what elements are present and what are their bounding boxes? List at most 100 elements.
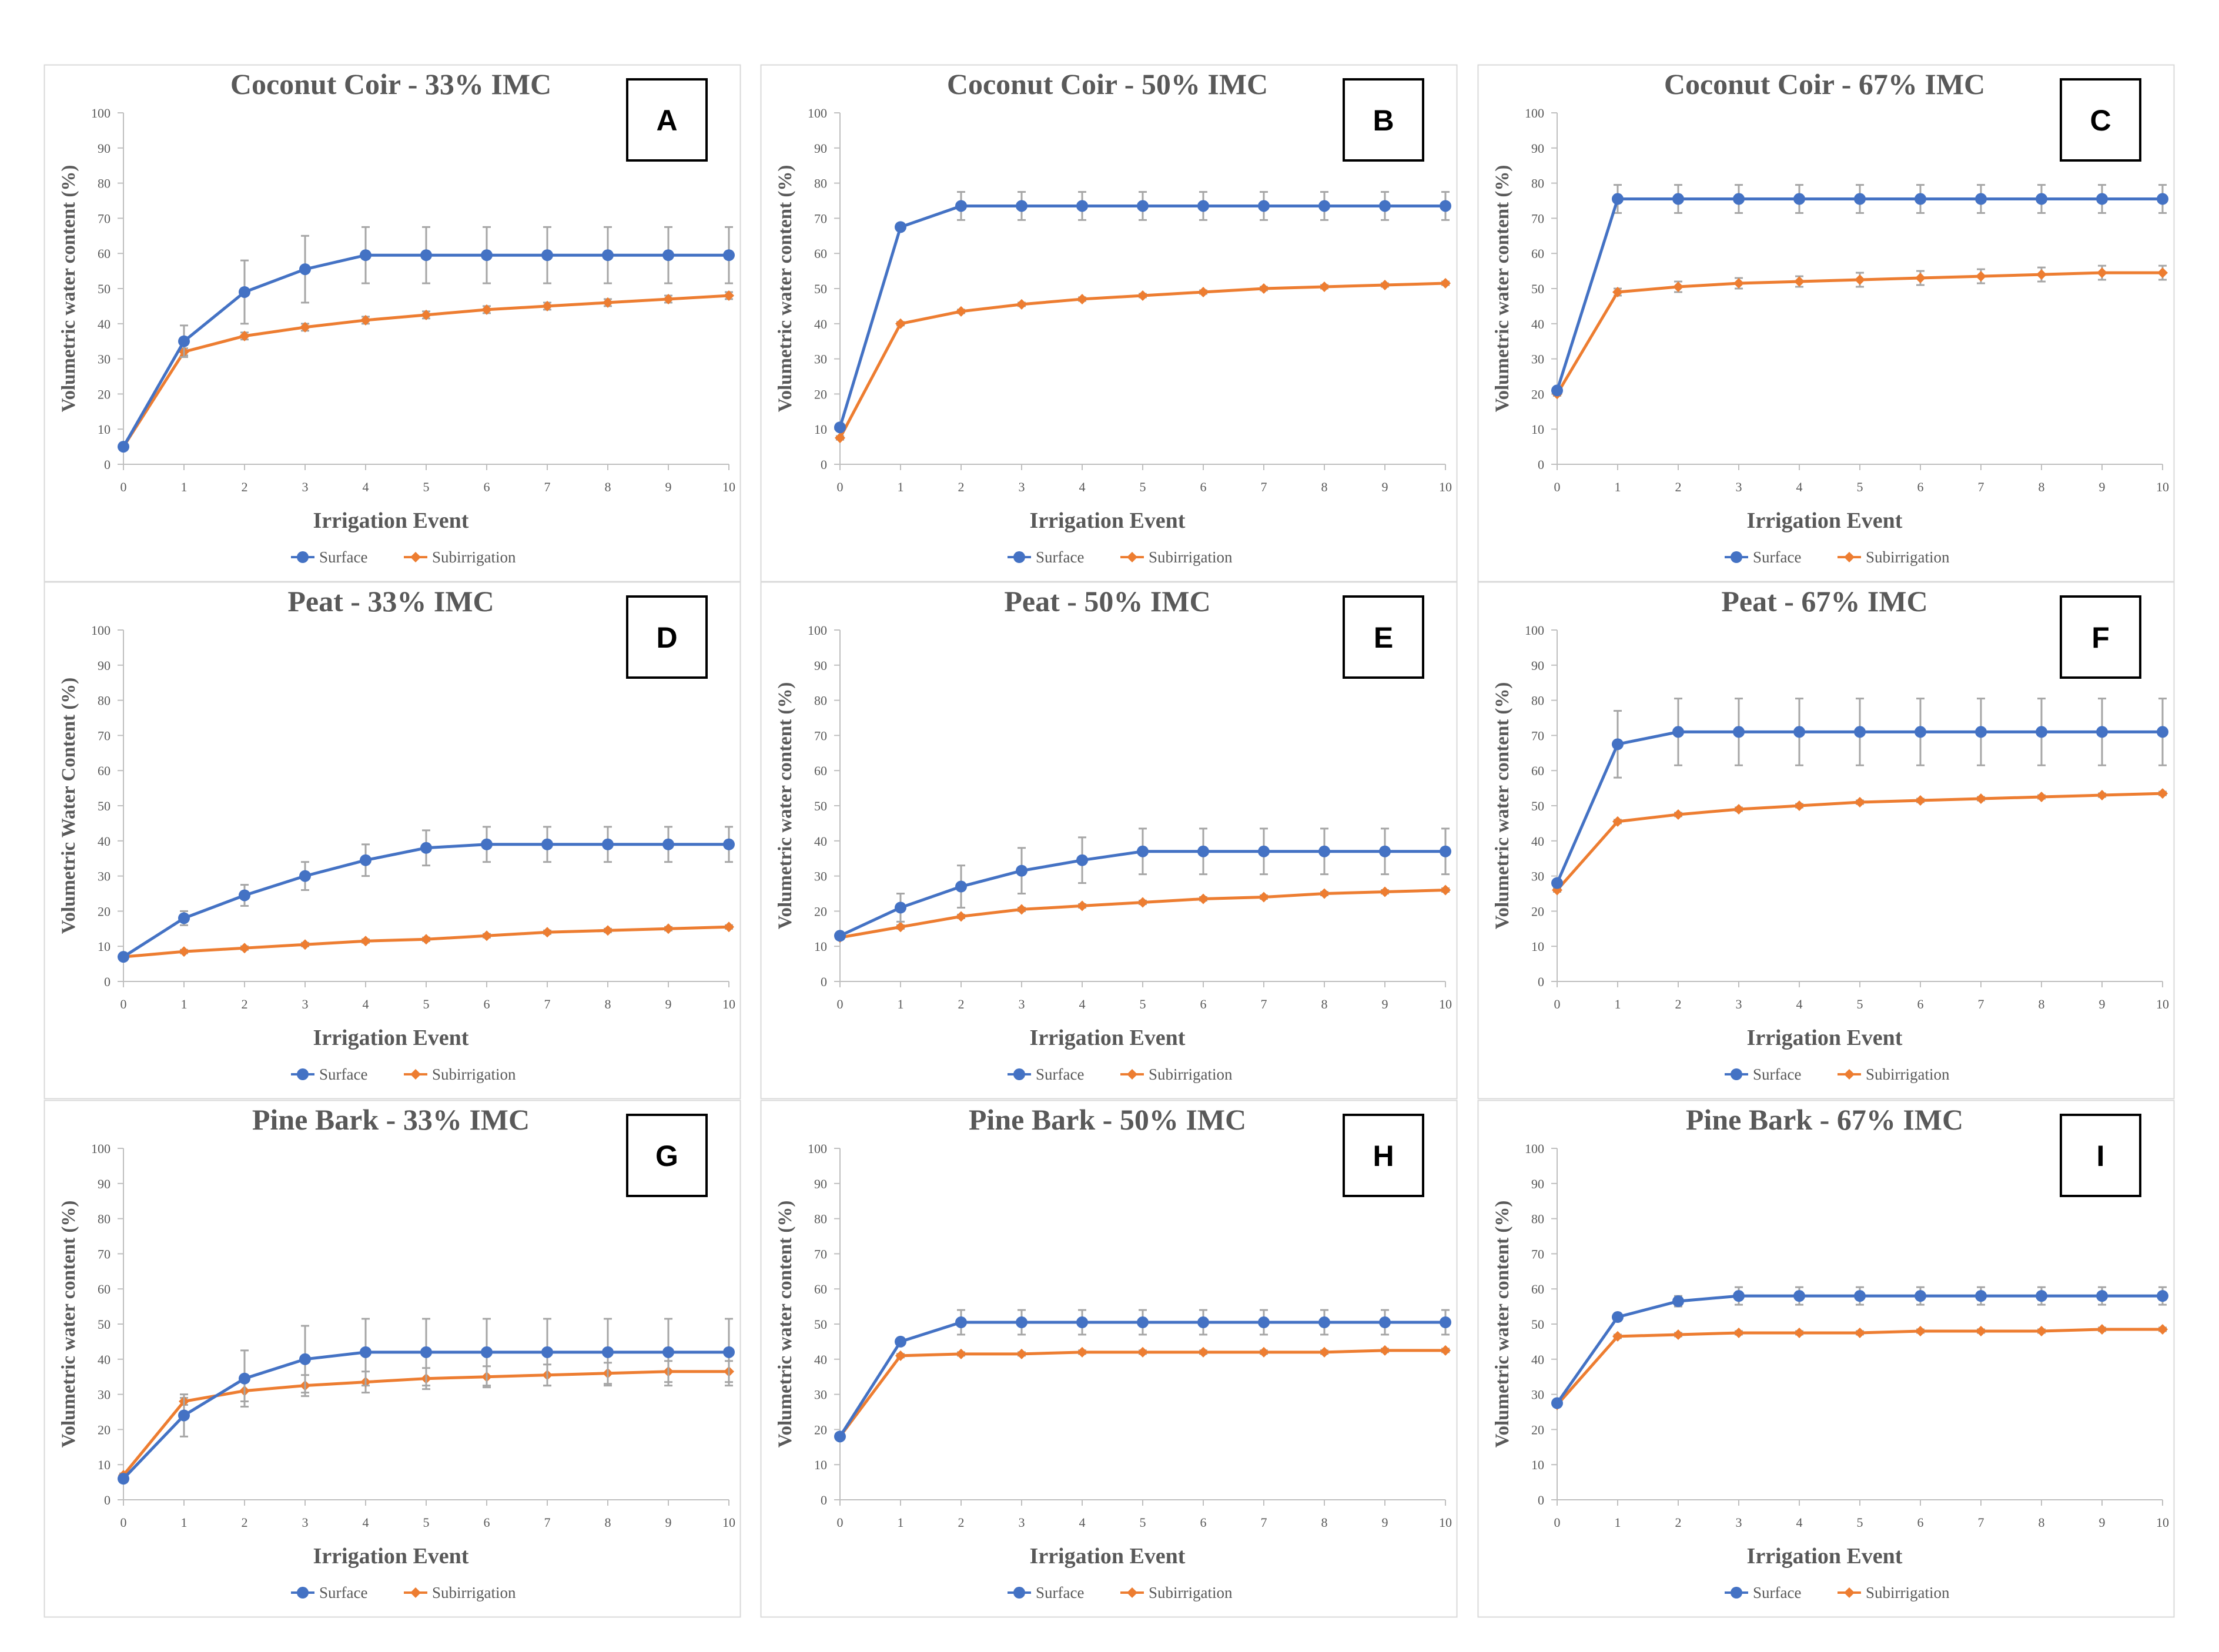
surface-data-point	[541, 1346, 553, 1358]
y-tick-label: 10	[98, 939, 111, 954]
surface-data-point	[1854, 1290, 1866, 1302]
surface-data-point	[1258, 1316, 1270, 1329]
y-axis-label: Volumetric water content (%)	[1492, 682, 1513, 930]
x-tick-label: 7	[544, 1515, 551, 1530]
x-tick-label: 6	[1917, 997, 1924, 1011]
subirrigation-data-point	[1612, 1331, 1623, 1342]
subirrigation-data-point	[835, 433, 845, 444]
subirrigation-data-point	[1259, 892, 1269, 903]
x-tick-label: 4	[1079, 997, 1086, 1011]
legend-surface-label: Surface	[1753, 1584, 1801, 1601]
y-tick-label: 20	[98, 904, 111, 919]
y-tick-label: 80	[98, 176, 111, 191]
x-tick-label: 5	[1857, 1515, 1863, 1530]
y-axis-label: Volumetric Water Content (%)	[58, 678, 79, 934]
surface-data-point	[118, 951, 129, 963]
subirrigation-data-point	[1733, 1327, 1744, 1338]
subirrigation-data-point	[421, 309, 431, 320]
x-tick-label: 2	[958, 1515, 965, 1530]
subirrigation-data-point	[1077, 1346, 1087, 1358]
panel-border	[760, 64, 1458, 582]
panel-letter-box	[1343, 1114, 1424, 1197]
x-tick-label: 9	[665, 480, 672, 494]
y-tick-label: 70	[1531, 211, 1544, 226]
x-tick-label: 8	[2039, 997, 2045, 1011]
subirrigation-data-point	[360, 314, 371, 326]
y-tick-label: 90	[1531, 141, 1544, 156]
surface-data-point	[1137, 200, 1149, 212]
y-tick-label: 60	[1531, 763, 1544, 778]
legend-subirrigation-marker	[1127, 1587, 1137, 1598]
y-tick-label: 80	[98, 1212, 111, 1227]
x-tick-label: 1	[898, 997, 904, 1011]
y-tick-label: 20	[1531, 387, 1544, 401]
panel-border	[760, 581, 1458, 1100]
y-tick-label: 10	[814, 422, 827, 437]
y-tick-label: 80	[1531, 693, 1544, 708]
subirrigation-data-point	[481, 930, 492, 941]
y-tick-label: 20	[98, 387, 111, 401]
surface-data-point	[118, 1473, 129, 1485]
surface-data-point	[1975, 1290, 1987, 1302]
chart-panel-b: Coconut Coir - 50% IMCB01020304050607080…	[760, 64, 1458, 582]
chart-title: Peat - 67% IMC	[1721, 585, 1927, 618]
surface-data-point	[1440, 1316, 1451, 1329]
surface-data-point	[239, 1372, 250, 1385]
subirrigation-data-point	[895, 1350, 906, 1361]
subirrigation-data-point	[1077, 900, 1087, 912]
y-tick-label: 100	[91, 623, 111, 638]
surface-data-point	[2036, 193, 2047, 205]
surface-data-point	[723, 838, 735, 850]
y-tick-label: 100	[1525, 106, 1544, 120]
surface-data-point	[1975, 193, 1987, 205]
surface-data-point	[1612, 738, 1624, 750]
y-axis-label: Volumetric water content (%)	[1492, 1201, 1513, 1448]
surface-data-point	[1612, 193, 1624, 205]
subirrigation-data-point	[1259, 283, 1269, 294]
x-tick-label: 0	[837, 1515, 844, 1530]
x-tick-label: 4	[1796, 480, 1803, 494]
legend: Surface Subirrigation	[291, 1065, 516, 1083]
x-tick-label: 2	[242, 997, 248, 1011]
x-tick-label: 6	[484, 997, 490, 1011]
x-tick-label: 7	[544, 480, 551, 494]
legend-surface-marker	[297, 1587, 309, 1599]
surface-data-point	[723, 1346, 735, 1358]
surface-data-point	[1016, 864, 1027, 877]
surface-data-point	[1137, 1316, 1149, 1329]
subirrigation-data-point	[542, 927, 553, 938]
x-tick-label: 3	[1019, 997, 1025, 1011]
surface-data-point	[1197, 200, 1209, 212]
x-tick-label: 7	[544, 997, 551, 1011]
subirrigation-data-point	[1794, 1327, 1805, 1338]
legend: Surface Subirrigation	[1725, 1065, 1950, 1083]
y-tick-label: 80	[98, 693, 111, 708]
x-tick-label: 9	[1382, 480, 1388, 494]
x-tick-label: 10	[2156, 997, 2169, 1011]
surface-data-point	[602, 838, 614, 850]
surface-data-point	[1016, 1316, 1027, 1329]
y-tick-label: 100	[808, 106, 827, 120]
subirrigation-data-point	[1198, 286, 1209, 297]
y-tick-label: 50	[98, 799, 111, 813]
legend-subirrigation-label: Subirrigation	[1866, 1584, 1950, 1601]
surface-data-point	[541, 249, 553, 262]
surface-data-point	[955, 1316, 967, 1329]
panel-border	[43, 64, 741, 582]
y-tick-label: 40	[98, 1352, 111, 1367]
subirrigation-data-point	[1855, 797, 1865, 808]
x-tick-label: 9	[2099, 480, 2106, 494]
x-axis-label: Irrigation Event	[1747, 1544, 1903, 1569]
x-axis-label: Irrigation Event	[313, 1026, 469, 1050]
surface-data-point	[239, 286, 250, 298]
subirrigation-data-point	[2157, 267, 2168, 279]
subirrigation-data-point	[1976, 1325, 1986, 1336]
subirrigation-data-point	[1673, 1329, 1684, 1340]
y-tick-label: 50	[814, 282, 827, 296]
y-tick-label: 20	[814, 904, 827, 919]
x-tick-label: 1	[181, 480, 188, 494]
x-tick-label: 3	[1019, 480, 1025, 494]
y-tick-label: 70	[814, 728, 827, 743]
x-tick-label: 10	[722, 997, 735, 1011]
